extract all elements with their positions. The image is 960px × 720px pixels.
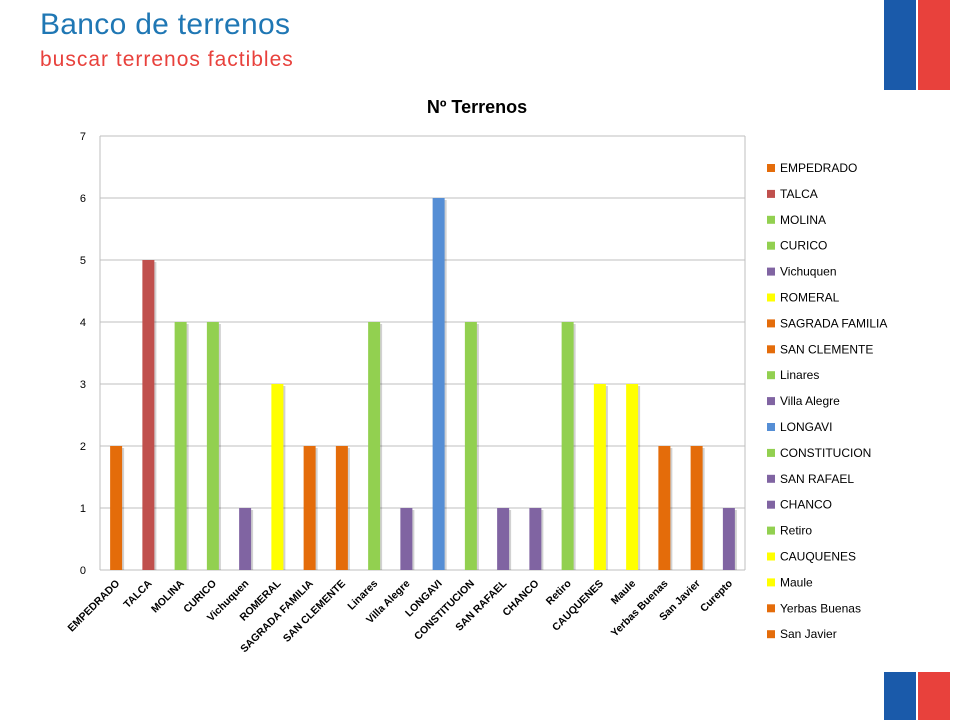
legend-swatch <box>767 319 775 328</box>
bars <box>110 198 737 570</box>
legend-swatch <box>767 241 775 250</box>
legend-label: CURICO <box>780 239 827 253</box>
x-tick-label: Yerbas Buenas <box>609 578 671 640</box>
x-tick-label: Maule <box>609 578 639 608</box>
legend-swatch <box>767 371 775 380</box>
bar <box>239 508 252 570</box>
bar <box>303 446 316 570</box>
bar <box>271 384 284 570</box>
x-tick-label: Curepto <box>698 578 735 615</box>
legend-label: SAN CLEMENTE <box>780 342 873 356</box>
x-tick-label: MOLINA <box>149 577 187 615</box>
bar <box>658 446 671 570</box>
x-axis-tick-labels: EMPEDRADO TALCAMOLINACURICOVichuquenROMER… <box>65 577 735 655</box>
x-tick-label: EMPEDRADO <box>65 578 122 635</box>
legend-label: ROMERAL <box>780 291 840 305</box>
x-tick-label: Retiro <box>544 578 574 608</box>
x-tick-label: SAN CLEMENTE <box>281 578 348 645</box>
legend: EMPEDRADO TALCA MOLINA CURICO Vichuquen ROMER… <box>767 161 887 641</box>
slide-subtitle: buscar terrenos factibles <box>40 48 294 71</box>
bar <box>529 508 542 570</box>
legend-swatch <box>767 474 775 483</box>
bar <box>110 446 123 570</box>
legend-label: EMPEDRADO <box>780 161 857 175</box>
legend-swatch <box>767 630 775 639</box>
legend-label: Vichuquen <box>780 265 837 279</box>
y-tick-label: 7 <box>80 131 86 143</box>
legend-swatch <box>767 164 775 172</box>
flag-logo-bottom <box>884 672 950 720</box>
bar <box>722 508 735 570</box>
legend-label: Maule <box>780 575 813 589</box>
legend-swatch <box>767 345 775 354</box>
y-tick-label: 5 <box>80 255 86 267</box>
legend-swatch <box>767 293 775 302</box>
legend-label: Retiro <box>780 524 812 538</box>
flag-logo-top <box>884 0 950 90</box>
bar <box>368 322 381 570</box>
legend-label: MOLINA <box>780 213 826 227</box>
bar <box>400 508 413 570</box>
bar <box>561 322 574 570</box>
legend-label: LONGAVI <box>780 420 832 434</box>
legend-swatch <box>767 500 775 509</box>
bar <box>593 384 606 570</box>
y-tick-label: 0 <box>80 565 86 577</box>
legend-swatch <box>767 267 775 276</box>
legend-label: TALCA <box>780 187 818 201</box>
legend-swatch <box>767 578 775 587</box>
legend-swatch <box>767 423 775 431</box>
bar <box>206 322 219 570</box>
legend-swatch <box>767 189 775 198</box>
legend-swatch <box>767 448 775 457</box>
legend-label: Linares <box>780 368 819 382</box>
legend-label: SAN RAFAEL <box>780 472 854 486</box>
slide-title: Banco de terrenos <box>40 8 291 41</box>
legend-label: CAUQUENES <box>780 550 856 564</box>
bar <box>142 260 155 570</box>
gridlines <box>99 135 746 571</box>
legend-swatch <box>767 397 775 406</box>
legend-label: Villa Alegre <box>780 394 840 408</box>
legend-swatch <box>767 604 775 613</box>
legend-label: San Javier <box>780 627 837 641</box>
legend-swatch <box>767 526 775 535</box>
legend-swatch <box>767 215 775 224</box>
legend-label: SAGRADA FAMILIA <box>780 316 887 330</box>
bar <box>690 446 703 570</box>
bar <box>464 322 477 570</box>
y-axis-tick-labels: 0 1 2 3 4 5 6 7 <box>80 131 86 577</box>
bar <box>432 198 445 570</box>
y-tick-label: 2 <box>80 441 86 453</box>
y-tick-label: 4 <box>80 317 86 329</box>
legend-label: Yerbas Buenas <box>780 601 861 615</box>
y-tick-label: 6 <box>80 193 86 205</box>
bar <box>497 508 510 570</box>
bar <box>174 322 187 570</box>
y-tick-label: 3 <box>80 379 86 391</box>
bar <box>335 446 348 570</box>
chart-title: Nº Terrenos <box>427 97 527 117</box>
legend-label: CONSTITUCION <box>780 446 871 460</box>
legend-swatch <box>767 552 775 561</box>
legend-label: CHANCO <box>780 498 832 512</box>
y-tick-label: 1 <box>80 503 86 515</box>
bar <box>626 384 639 570</box>
